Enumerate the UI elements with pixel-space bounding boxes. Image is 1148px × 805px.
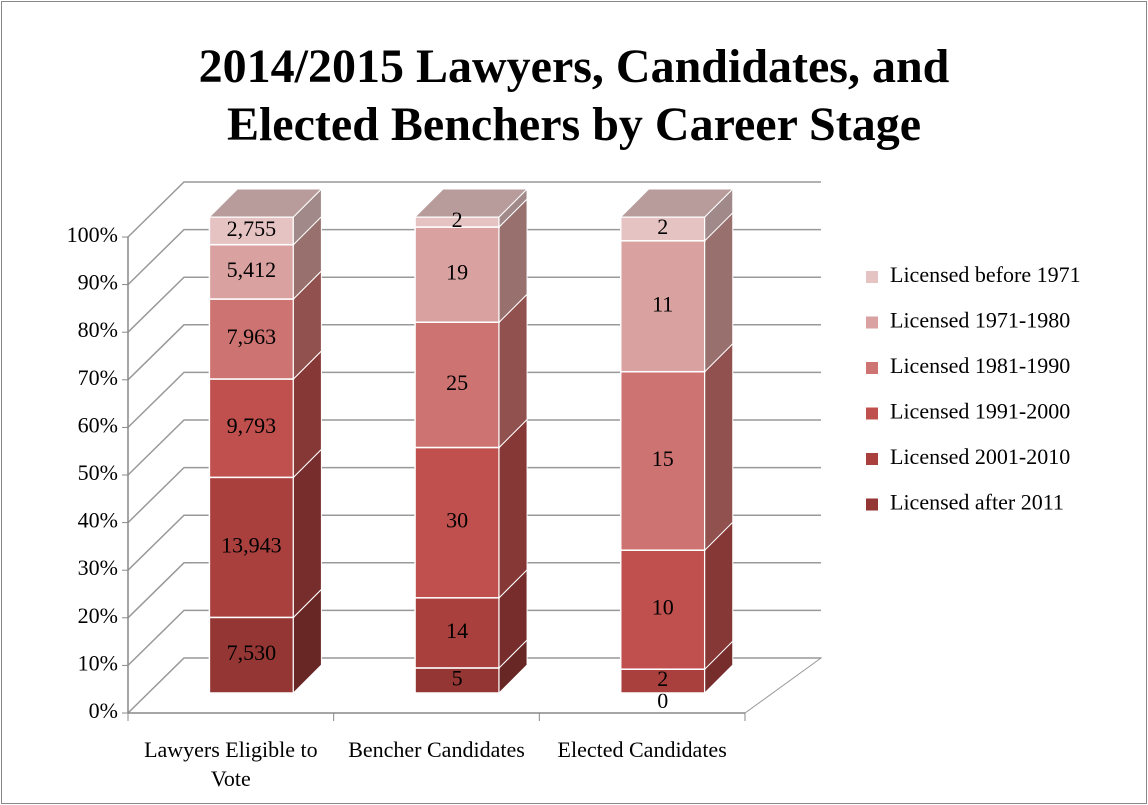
data-label: 15	[652, 446, 674, 471]
x-tick-label: Lawyers Eligible to Vote	[144, 737, 318, 791]
bar-segment	[414, 667, 500, 694]
y-tick-label: 20%	[78, 603, 118, 628]
grid-line	[127, 228, 821, 286]
grid-line	[127, 514, 821, 571]
grid-line	[127, 276, 821, 333]
y-tick-label: 80%	[78, 317, 118, 342]
grid-line	[127, 181, 821, 238]
data-label: 7,963	[227, 324, 277, 349]
data-label: 5	[452, 666, 463, 691]
bar-segment	[208, 216, 295, 246]
bar-segment	[414, 321, 500, 449]
data-label: 2	[452, 207, 463, 232]
bar-side	[498, 418, 528, 600]
grid-line	[127, 419, 821, 476]
grid-line	[127, 657, 821, 714]
chart-title: 2014/2015 Lawyers, Candidates, and Elect…	[198, 40, 950, 151]
bar-segment	[208, 298, 295, 380]
data-label: 2	[657, 214, 668, 239]
legend-swatch	[866, 362, 878, 374]
legend-label: Licensed 1991-2000	[890, 399, 1070, 424]
data-label: 2,755	[227, 216, 277, 241]
legend-swatch	[866, 316, 878, 329]
y-tick-label: 40%	[78, 508, 118, 533]
bar-top	[413, 188, 529, 218]
grid-line	[127, 562, 821, 619]
bar-top	[619, 188, 734, 218]
bar-side	[704, 342, 734, 552]
data-label: 7,530	[227, 640, 277, 665]
bar-segment	[208, 243, 295, 300]
y-tick-label: 50%	[78, 460, 118, 485]
legend-label: Licensed 1981-1990	[890, 353, 1070, 378]
legend-label: Licensed before 1971	[890, 262, 1081, 287]
y-tick-label: 0%	[89, 698, 118, 723]
y-tick-label: 70%	[78, 365, 118, 390]
data-label: 9,793	[227, 413, 277, 438]
data-label: 5,412	[227, 257, 277, 282]
y-tick-label: 90%	[78, 270, 118, 295]
data-label: 10	[652, 595, 674, 620]
data-label: 0	[657, 688, 668, 713]
legend-label: Licensed 1971-1980	[890, 308, 1070, 333]
y-tick-label: 10%	[78, 650, 118, 675]
data-label: 30	[446, 508, 468, 533]
y-tick-label: 60%	[78, 412, 118, 437]
x-tick-label: Bencher Candidates	[348, 737, 525, 762]
legend-swatch	[866, 498, 878, 511]
data-label: 11	[652, 291, 673, 316]
bar-segment	[619, 549, 706, 670]
data-label: 25	[446, 370, 468, 395]
bar-segment	[414, 597, 500, 669]
legend-label: Licensed 2001-2010	[890, 444, 1070, 469]
grid-line	[127, 466, 821, 524]
bar-segment	[619, 240, 706, 373]
bar-segment	[414, 446, 500, 599]
y-tick-label: 30%	[78, 555, 118, 580]
legend-label: Licensed after 2011	[890, 490, 1064, 515]
data-label: 13,943	[221, 532, 282, 557]
bar-segment	[208, 616, 295, 694]
bar-segment	[208, 378, 295, 479]
data-label: 2	[657, 666, 668, 691]
bar-top	[208, 188, 323, 218]
x-tick-label: Elected Candidates	[557, 737, 727, 762]
data-label: 19	[446, 260, 468, 285]
grid-line	[127, 324, 821, 381]
bar-segment	[414, 226, 500, 323]
title-box: 2014/2015 Lawyers, Candidates, and Elect…	[0, 38, 1148, 154]
y-tick-label: 100%	[67, 222, 118, 247]
data-label: 14	[446, 618, 468, 643]
legend-swatch	[866, 453, 878, 465]
bar-side	[292, 448, 322, 619]
grid-line	[127, 371, 821, 428]
legend-swatch	[866, 271, 878, 283]
grid-line	[127, 609, 821, 666]
legend-swatch	[866, 407, 878, 420]
